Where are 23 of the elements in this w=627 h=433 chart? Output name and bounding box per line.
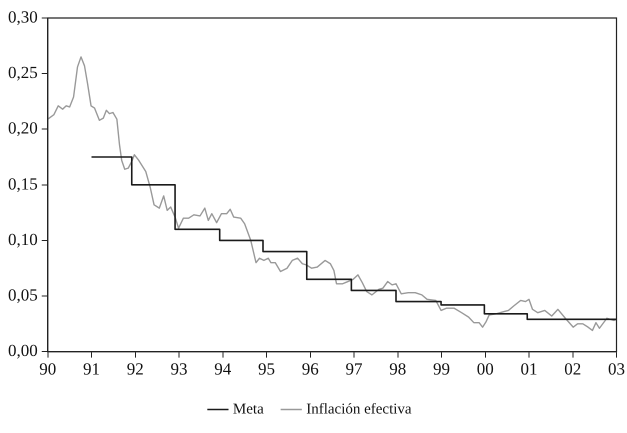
x-tick-label: 91: [83, 359, 100, 378]
x-tick-label: 01: [520, 359, 538, 378]
legend-label: Inflación efectiva: [306, 401, 412, 418]
x-tick-label: 98: [389, 359, 406, 378]
y-tick-label: 0,25: [8, 63, 38, 82]
x-tick-label: 99: [433, 359, 450, 378]
x-tick-label: 97: [346, 359, 363, 378]
y-tick-label: 0,10: [8, 230, 38, 249]
x-tick-label: 02: [564, 359, 582, 378]
x-tick-label: 90: [39, 359, 56, 378]
y-tick-label: 0,20: [8, 118, 38, 138]
y-tick-label: 0,05: [8, 285, 38, 304]
x-tick-label: 93: [170, 359, 188, 378]
x-tick-label: 96: [302, 359, 319, 378]
x-tick-label: 95: [258, 359, 275, 378]
x-tick-label: 00: [476, 359, 494, 378]
x-tick-label: 94: [214, 359, 232, 378]
y-tick-label: 0,00: [8, 341, 38, 360]
legend-label: Meta: [232, 401, 264, 418]
y-tick-label: 0,30: [8, 7, 38, 26]
x-tick-label: 92: [126, 359, 144, 378]
x-tick-label: 03: [608, 359, 625, 378]
y-tick-label: 0,15: [8, 174, 38, 194]
